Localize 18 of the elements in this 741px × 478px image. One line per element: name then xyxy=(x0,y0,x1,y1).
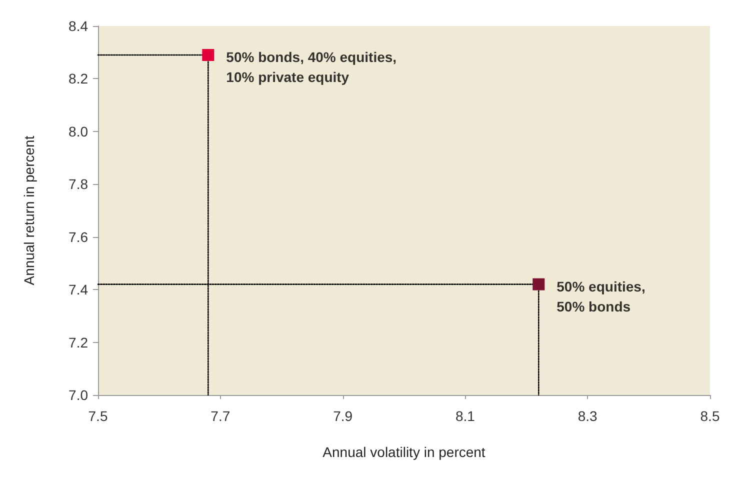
x-tick-label: 8.3 xyxy=(578,408,598,424)
y-tick-label: 8.4 xyxy=(68,18,88,34)
x-tick-label: 7.7 xyxy=(210,408,230,424)
y-tick-label: 7.6 xyxy=(68,228,88,245)
y-tick-label: 8.2 xyxy=(68,70,88,87)
y-tick-label: 7.8 xyxy=(68,176,88,192)
x-tick-label: 8.1 xyxy=(455,408,476,424)
x-tick-label: 8.5 xyxy=(700,408,720,424)
y-tick-label: 7.2 xyxy=(68,334,88,350)
y-axis-title: Annual return in percent xyxy=(21,136,37,286)
x-axis-title: Annual volatility in percent xyxy=(322,444,486,460)
x-tick-label: 7.9 xyxy=(333,408,353,424)
annotation: 50% equities, 50% bonds xyxy=(556,278,646,314)
annotation: 50% bonds, 40% equities, 10% private equity xyxy=(226,48,397,85)
y-tick-label: 8.0 xyxy=(68,123,88,140)
x-tick-label: 7.5 xyxy=(88,408,108,424)
y-tick-label: 7.0 xyxy=(68,387,88,403)
y-tick-label: 7.4 xyxy=(68,282,88,298)
